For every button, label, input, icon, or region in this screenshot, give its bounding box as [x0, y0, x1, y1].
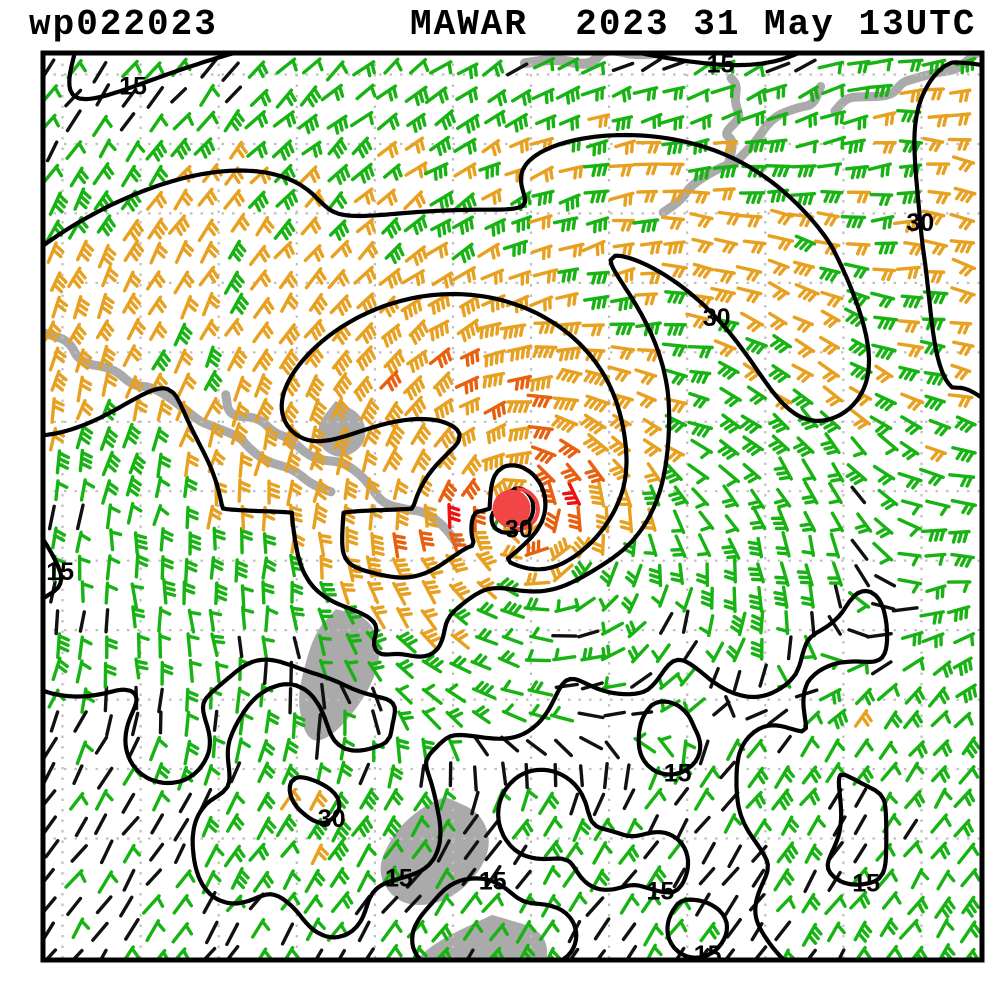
svg-text:136E: 136E: [892, 969, 950, 989]
svg-text:132E: 132E: [736, 969, 794, 989]
svg-text:30: 30: [703, 304, 731, 332]
svg-text:15: 15: [664, 760, 692, 788]
svg-text:130E: 130E: [658, 969, 716, 989]
svg-text:15: 15: [694, 941, 722, 969]
svg-text:128E: 128E: [580, 969, 638, 989]
svg-text:30N: 30N: [0, 200, 33, 228]
svg-text:120E: 120E: [268, 969, 326, 989]
svg-text:20N: 20N: [0, 547, 33, 575]
svg-text:134E: 134E: [814, 969, 872, 989]
svg-text:28N: 28N: [0, 269, 33, 297]
svg-text:14N: 14N: [0, 756, 33, 784]
svg-text:12N: 12N: [0, 825, 33, 853]
svg-text:22N: 22N: [0, 478, 33, 506]
svg-text:24N: 24N: [0, 408, 33, 436]
svg-text:116E: 116E: [112, 969, 169, 989]
svg-text:118E: 118E: [190, 969, 247, 989]
svg-text:15: 15: [385, 865, 413, 893]
svg-text:124E: 124E: [424, 969, 482, 989]
svg-text:15: 15: [479, 867, 507, 895]
svg-text:30: 30: [318, 805, 346, 833]
svg-text:30: 30: [505, 516, 533, 544]
svg-text:15: 15: [646, 878, 674, 906]
svg-text:32N: 32N: [0, 131, 33, 159]
svg-text:18N: 18N: [0, 617, 33, 645]
svg-text:30: 30: [906, 209, 934, 237]
svg-text:114E: 114E: [34, 969, 91, 989]
svg-text:15: 15: [46, 558, 74, 586]
svg-text:126E: 126E: [502, 969, 560, 989]
svg-text:15: 15: [119, 73, 147, 101]
svg-text:34N: 34N: [0, 61, 33, 89]
svg-text:15: 15: [852, 870, 880, 898]
svg-text:122E: 122E: [346, 969, 404, 989]
svg-text:16N: 16N: [0, 686, 33, 714]
svg-text:26N: 26N: [0, 339, 33, 367]
